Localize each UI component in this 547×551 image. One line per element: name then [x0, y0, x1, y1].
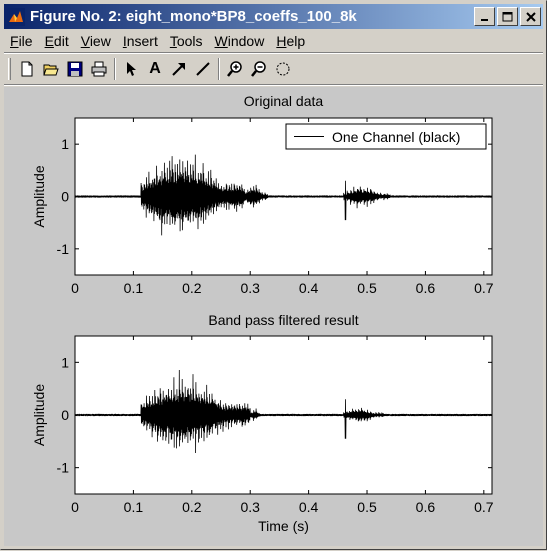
rotate-3d-icon [276, 62, 290, 76]
maximize-button[interactable] [497, 7, 518, 26]
y-axis-label: Amplitude [31, 165, 47, 227]
x-tick-label: 0.2 [182, 499, 202, 515]
zoom-out-button[interactable] [247, 57, 271, 81]
axes-title: Original data [244, 93, 324, 109]
axes-title: Band pass filtered result [208, 312, 358, 328]
x-tick-label: 0.5 [357, 499, 377, 515]
y-tick-label: 1 [61, 354, 69, 370]
open-folder-icon [43, 64, 59, 76]
open-file-button[interactable] [39, 57, 63, 81]
x-tick-label: 0.6 [416, 280, 436, 296]
menu-divider [4, 52, 543, 54]
close-icon [525, 11, 536, 22]
x-tick-label: 0.2 [182, 280, 202, 296]
edit-plot-button[interactable] [119, 57, 143, 81]
x-tick-label: 0.5 [357, 280, 377, 296]
print-icon [91, 61, 107, 77]
insert-arrow-button[interactable] [167, 57, 191, 81]
save-icon [67, 61, 83, 77]
title-bar[interactable]: Figure No. 2: eight_mono*BP8_coeffs_100_… [4, 4, 543, 29]
new-file-icon [21, 61, 33, 77]
new-figure-button[interactable] [15, 57, 39, 81]
menu-edit[interactable]: Edit [44, 33, 69, 49]
insert-line-button[interactable] [191, 57, 215, 81]
zoom-in-icon [227, 61, 242, 77]
toolbar-separator [114, 58, 116, 80]
x-tick-label: 0.7 [474, 280, 494, 296]
signal-line [74, 369, 493, 454]
x-tick-label: 0.3 [240, 499, 260, 515]
minimize-icon [480, 18, 488, 21]
close-button[interactable] [520, 7, 541, 26]
toolbar-grip[interactable] [8, 58, 11, 80]
insert-arrow-icon [172, 63, 185, 76]
menu-bar: File Edit View Insert Tools Window Help [4, 30, 311, 52]
toolbar-separator [218, 58, 220, 80]
insert-text-button[interactable]: A [143, 57, 167, 81]
menu-window[interactable]: Window [214, 33, 265, 49]
x-tick-label: 0 [71, 499, 79, 515]
zoom-in-button[interactable] [223, 57, 247, 81]
menu-view[interactable]: View [80, 33, 111, 49]
select-arrow-icon [127, 62, 136, 76]
legend-entry: One Channel (black) [332, 129, 460, 145]
maximize-icon [502, 11, 513, 21]
menu-tools[interactable]: Tools [169, 33, 203, 49]
y-tick-label: 1 [61, 136, 69, 152]
print-button[interactable] [87, 57, 111, 81]
zoom-out-icon [251, 61, 266, 77]
signal-line [74, 154, 493, 236]
x-tick-label: 0.4 [299, 280, 319, 296]
x-axis-label: Time (s) [258, 518, 309, 534]
menu-file[interactable]: File [10, 33, 33, 49]
x-tick-label: 0.6 [416, 499, 436, 515]
insert-text-icon: A [149, 60, 161, 77]
axes-2: 0 0.1 0.2 0.3 0.4 0.5 0.6 0.7 -1 0 1 Band pass filt… [31, 312, 494, 534]
y-axis-label: Amplitude [31, 384, 47, 446]
x-tick-label: 0.7 [474, 499, 494, 515]
y-tick-label: 0 [61, 407, 69, 423]
x-tick-label: 0 [71, 280, 79, 296]
x-tick-label: 0.4 [299, 499, 319, 515]
y-tick-label: 0 [61, 189, 69, 205]
menu-help[interactable]: Help [276, 33, 306, 49]
matlab-logo-icon [7, 7, 25, 26]
figure-toolbar: A [4, 55, 295, 83]
minimize-button[interactable] [474, 7, 495, 26]
y-tick-label: -1 [57, 241, 70, 257]
toolbar-divider [4, 84, 543, 86]
x-tick-label: 0.1 [124, 280, 144, 296]
x-tick-label: 0.1 [124, 499, 144, 515]
save-button[interactable] [63, 57, 87, 81]
x-tick-label: 0.3 [240, 280, 260, 296]
rotate-3d-button[interactable] [271, 57, 295, 81]
figure-canvas: 0 0.1 0.2 0.3 0.4 0.5 0.6 0.7 -1 0 1 Original data A… [4, 87, 543, 546]
y-tick-label: -1 [57, 460, 70, 476]
plots-svg: 0 0.1 0.2 0.3 0.4 0.5 0.6 0.7 -1 0 1 Original data A… [31, 93, 494, 534]
window-title: Figure No. 2: eight_mono*BP8_coeffs_100_… [30, 8, 357, 25]
legend[interactable]: One Channel (black) [285, 123, 487, 150]
axes-1: 0 0.1 0.2 0.3 0.4 0.5 0.6 0.7 -1 0 1 Original data A… [31, 93, 494, 296]
insert-line-icon [196, 62, 210, 76]
menu-insert[interactable]: Insert [122, 33, 158, 49]
